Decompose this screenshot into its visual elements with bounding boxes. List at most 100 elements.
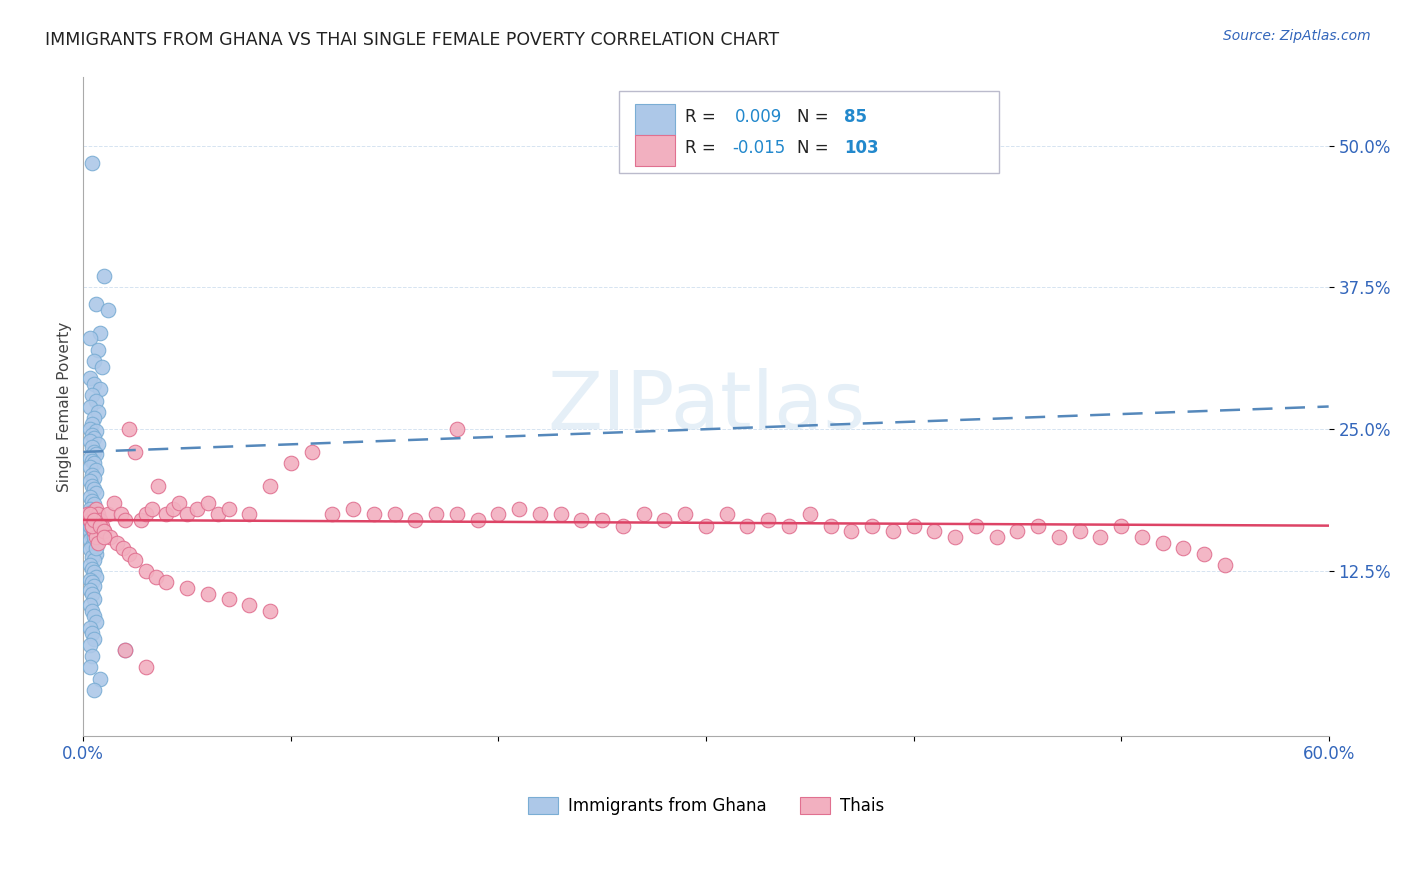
- Point: [80, 522, 103, 536]
- Point: [83, 535, 105, 549]
- Point: [83, 497, 105, 511]
- Point: [84, 485, 107, 500]
- FancyBboxPatch shape: [619, 91, 998, 173]
- Text: R =: R =: [685, 139, 721, 157]
- Point: [93, 524, 115, 539]
- Point: [131, 513, 153, 527]
- Point: [756, 513, 779, 527]
- Point: [695, 518, 717, 533]
- Point: [83, 592, 105, 607]
- Point: [79, 558, 101, 573]
- Point: [87, 405, 110, 419]
- Point: [903, 518, 925, 533]
- Y-axis label: Single Female Poverty: Single Female Poverty: [58, 321, 72, 491]
- Point: [83, 471, 105, 485]
- Point: [80, 587, 103, 601]
- Point: [425, 508, 447, 522]
- Point: [79, 533, 101, 548]
- Point: [84, 541, 107, 556]
- Point: [799, 508, 821, 522]
- Point: [1130, 530, 1153, 544]
- Point: [83, 431, 105, 445]
- Point: [80, 530, 103, 544]
- Point: [238, 598, 260, 612]
- Point: [80, 454, 103, 468]
- Text: 0.009: 0.009: [734, 108, 782, 127]
- Point: [84, 570, 107, 584]
- Point: [84, 393, 107, 408]
- Point: [654, 513, 676, 527]
- Text: N =: N =: [797, 108, 834, 127]
- Point: [1007, 524, 1029, 539]
- Point: [135, 660, 157, 674]
- Point: [89, 383, 111, 397]
- Point: [342, 501, 364, 516]
- Point: [87, 535, 110, 549]
- Point: [301, 445, 323, 459]
- Point: [155, 508, 177, 522]
- Point: [83, 524, 105, 539]
- Point: [111, 541, 134, 556]
- FancyBboxPatch shape: [636, 104, 675, 135]
- Point: [80, 649, 103, 664]
- Point: [83, 376, 105, 391]
- Point: [79, 513, 101, 527]
- Point: [882, 524, 904, 539]
- Point: [80, 626, 103, 640]
- Point: [633, 508, 655, 522]
- Point: [87, 437, 110, 451]
- Point: [83, 609, 105, 624]
- Point: [404, 513, 426, 527]
- Point: [79, 660, 101, 674]
- Point: [79, 450, 101, 465]
- Point: [114, 643, 136, 657]
- Point: [84, 547, 107, 561]
- Point: [79, 598, 101, 612]
- Point: [986, 530, 1008, 544]
- Point: [91, 359, 114, 374]
- Point: [89, 672, 111, 686]
- FancyBboxPatch shape: [636, 136, 675, 166]
- Point: [80, 479, 103, 493]
- Point: [124, 445, 146, 459]
- Point: [80, 155, 103, 169]
- Point: [218, 501, 240, 516]
- Point: [1192, 547, 1215, 561]
- Point: [83, 527, 105, 541]
- Point: [80, 604, 103, 618]
- Point: [80, 441, 103, 455]
- Point: [1400, 258, 1406, 272]
- Point: [80, 513, 103, 527]
- Point: [280, 456, 302, 470]
- Point: [79, 524, 101, 539]
- Point: [259, 604, 281, 618]
- Point: [79, 518, 101, 533]
- Point: [79, 475, 101, 489]
- Point: [83, 508, 105, 522]
- Point: [186, 501, 208, 516]
- Point: [80, 518, 103, 533]
- Point: [93, 268, 115, 283]
- Point: [118, 547, 141, 561]
- Point: [737, 518, 759, 533]
- Point: [965, 518, 987, 533]
- Point: [1213, 558, 1236, 573]
- Point: [860, 518, 883, 533]
- Point: [839, 524, 862, 539]
- Point: [114, 643, 136, 657]
- Point: [110, 508, 132, 522]
- Point: [98, 530, 121, 544]
- Point: [89, 326, 111, 340]
- Point: [83, 632, 105, 647]
- Text: R =: R =: [685, 108, 721, 127]
- Point: [83, 483, 105, 497]
- Point: [259, 479, 281, 493]
- Point: [80, 575, 103, 590]
- Point: [155, 575, 177, 590]
- Point: [80, 550, 103, 565]
- Point: [83, 579, 105, 593]
- Point: [83, 552, 105, 566]
- Point: [238, 508, 260, 522]
- Point: [79, 422, 101, 436]
- Point: [591, 513, 613, 527]
